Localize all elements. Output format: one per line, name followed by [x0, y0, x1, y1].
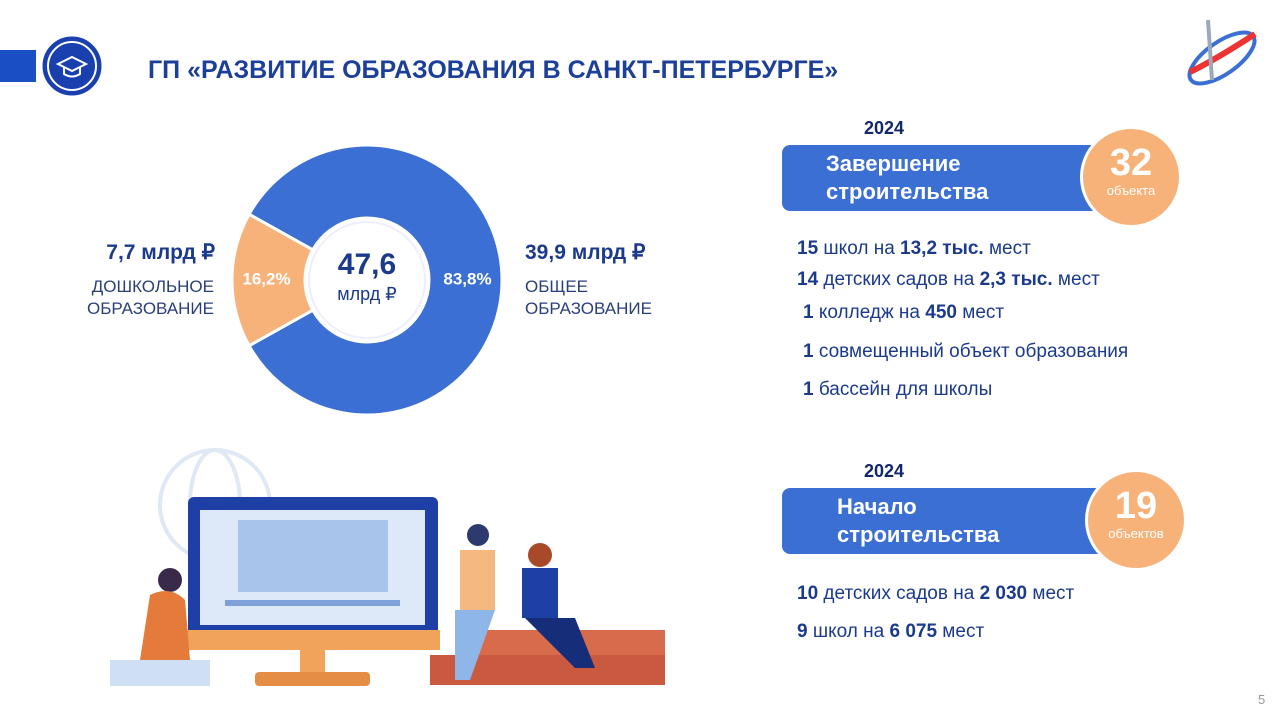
- item-number: 450: [925, 302, 957, 323]
- item-text: детских садов на: [818, 583, 980, 604]
- donut-segment: [230, 212, 315, 348]
- item-number: 13,2 тыс.: [900, 238, 984, 259]
- count-badge: 32 объекта: [1080, 126, 1182, 228]
- cap-icon: [55, 55, 89, 78]
- item-text: колледж на: [813, 302, 926, 323]
- count-unit: объекта: [1106, 183, 1156, 198]
- illustration: [110, 448, 665, 686]
- category-label: ДОШКОЛЬНОЕ ОБРАЗОВАНИЕ: [87, 277, 214, 318]
- item-text: школ на: [818, 238, 901, 259]
- logo: [1187, 19, 1257, 86]
- panel-item: 9 школ на 6 075 мест: [797, 621, 984, 643]
- panel-bar: Начало строительства: [782, 488, 1112, 554]
- category-label: ОБЩЕЕ ОБРАЗОВАНИЕ: [525, 277, 652, 318]
- panel-title: Начало строительства: [837, 494, 1000, 547]
- panel-item: 14 детских садов на 2,3 тыс. мест: [797, 269, 1100, 291]
- item-number: 2,3 тыс.: [979, 269, 1053, 290]
- item-number: 9: [797, 621, 808, 642]
- item-number: 2 030: [979, 583, 1028, 604]
- count-unit: объектов: [1108, 526, 1164, 541]
- panel-year: 2024: [864, 118, 905, 138]
- panel-bar: Завершение строительства: [782, 145, 1112, 211]
- item-text: детских садов на: [818, 269, 980, 290]
- panel-item: 15 школ на 13,2 тыс. мест: [797, 238, 1031, 260]
- panel-item: 1 колледж на 450 мест: [803, 302, 1004, 324]
- panel-title: Завершение строительства: [826, 151, 989, 204]
- amount-label: 39,9 млрд ₽: [525, 241, 646, 264]
- panel-item: 1 бассейн для школы: [803, 379, 992, 401]
- item-text: мест: [983, 238, 1031, 259]
- header-bar: [0, 50, 36, 82]
- value-label: 83,8%: [443, 269, 491, 288]
- item-text: бассейн для школы: [813, 379, 993, 400]
- item-number: 1: [803, 379, 814, 400]
- count-value: 32: [1109, 142, 1153, 184]
- panel-item: 1 совмещенный объект образования: [803, 341, 1128, 363]
- item-number: 14: [797, 269, 819, 290]
- item-text: мест: [1027, 583, 1075, 604]
- item-number: 6 075: [889, 621, 938, 642]
- donut-hole-ring: [308, 221, 426, 339]
- page-number: 5: [1258, 692, 1266, 707]
- count-badge: 19 объектов: [1085, 469, 1187, 571]
- header-icon: [39, 33, 105, 99]
- panel-year: 2024: [864, 461, 905, 481]
- count-value: 19: [1114, 485, 1158, 527]
- item-text: мест: [937, 621, 985, 642]
- panel-item: 10 детских садов на 2 030 мест: [797, 583, 1074, 605]
- item-number: 15: [797, 238, 819, 259]
- item-text: совмещенный объект образования: [813, 341, 1129, 362]
- item-text: школ на: [807, 621, 890, 642]
- donut-segment: [247, 143, 504, 417]
- amount-label: 7,7 млрд ₽: [106, 241, 215, 264]
- item-text: мест: [1052, 269, 1100, 290]
- item-text: мест: [956, 302, 1005, 323]
- header-icon-ring: [47, 41, 97, 91]
- center-unit: млрд ₽: [337, 284, 397, 304]
- item-number: 1: [803, 341, 814, 362]
- center-value: 47,6: [337, 248, 397, 281]
- value-label: 16,2%: [242, 269, 290, 288]
- item-number: 1: [803, 302, 814, 323]
- item-number: 10: [797, 583, 819, 604]
- slide-title: ГП «РАЗВИТИЕ ОБРАЗОВАНИЯ В САНКТ-ПЕТЕРБУ…: [148, 56, 839, 84]
